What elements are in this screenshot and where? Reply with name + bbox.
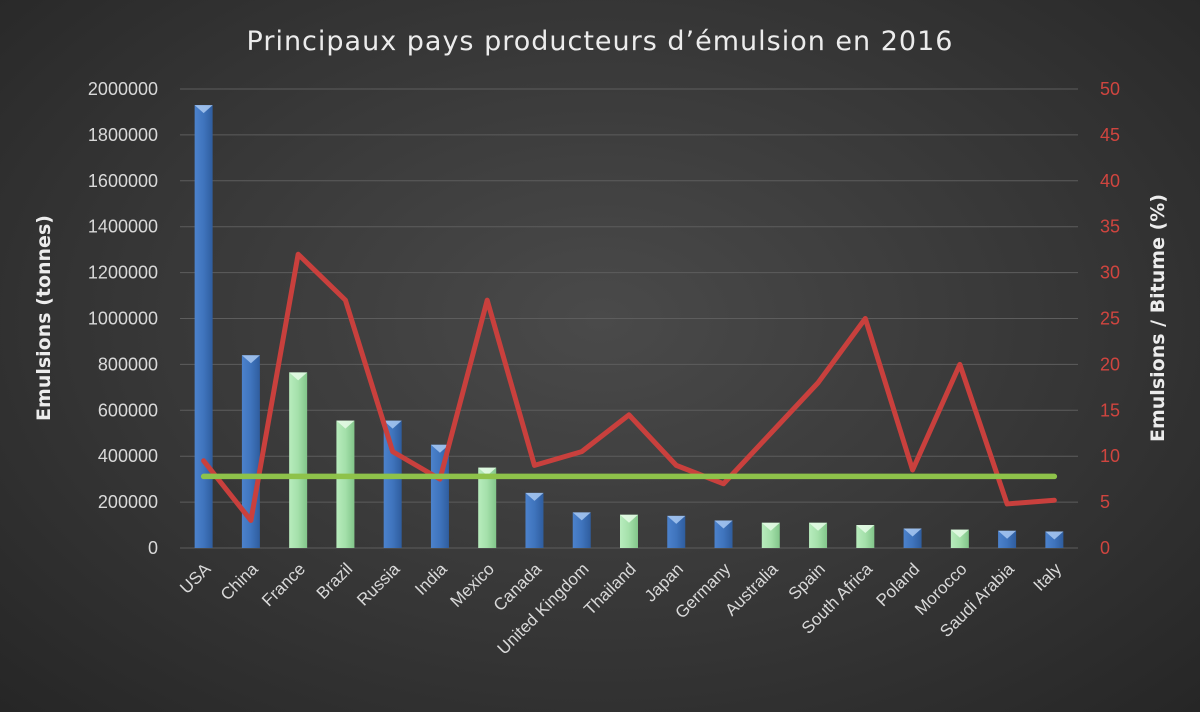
chart-title: Principaux pays producteurs d’émulsion e…	[247, 26, 954, 57]
bar-cap	[289, 372, 308, 381]
y2-tick-label: 10	[1100, 446, 1120, 466]
bar-cap	[1045, 531, 1064, 540]
bar-body	[809, 522, 828, 548]
bar-body	[478, 467, 497, 548]
bar-germany	[714, 520, 733, 548]
bar-body	[572, 512, 591, 548]
y-tick-label: 1400000	[88, 217, 158, 237]
y-tick-label: 1600000	[88, 171, 158, 191]
bar-series	[194, 105, 1064, 548]
bar-cap	[809, 522, 828, 531]
y-tick-label: 400000	[98, 446, 158, 466]
ratio-line	[201, 251, 1057, 523]
line-series	[200, 251, 1058, 523]
y-axis-label: Emulsions (tonnes)	[33, 215, 55, 421]
bar-italy	[1045, 531, 1064, 548]
bar-thailand	[620, 514, 638, 548]
bar-body	[1045, 531, 1064, 548]
bar-cap	[430, 444, 449, 453]
bar-canada	[525, 492, 544, 548]
bar-cap	[383, 420, 402, 429]
y2-tick-label: 0	[1100, 538, 1110, 558]
y2-tick-label: 15	[1100, 400, 1120, 420]
y2-axis-label: Emulsions / Bitume (%)	[1147, 194, 1169, 442]
bar-body	[856, 525, 875, 548]
bar-poland	[903, 528, 922, 548]
x-tick-label: USA	[176, 559, 215, 598]
gridlines	[180, 88, 1078, 549]
bar-body	[289, 372, 308, 548]
bar-cap	[714, 520, 733, 529]
x-tick-label: Thailand	[580, 559, 640, 619]
bar-body	[336, 420, 355, 548]
y-tick-label: 800000	[98, 354, 158, 374]
bar-body	[950, 529, 969, 548]
right-axis-ticks: 0 5 10 15 20 25 30 35 40 45 50	[1100, 79, 1120, 558]
y2-tick-label: 30	[1100, 263, 1120, 283]
y2-tick-label: 5	[1100, 492, 1110, 512]
bar-cap	[998, 530, 1017, 539]
bar-spain	[809, 522, 828, 548]
x-tick-label: Australia	[721, 559, 782, 620]
bar-cap	[241, 355, 260, 364]
bar-cap	[620, 514, 638, 523]
bar-body	[761, 522, 780, 548]
bar-cap	[903, 528, 922, 537]
y2-tick-label: 45	[1100, 125, 1120, 145]
y2-tick-label: 25	[1100, 309, 1120, 329]
y-tick-label: 600000	[98, 400, 158, 420]
bar-body	[903, 528, 922, 548]
bar-australia	[761, 522, 780, 548]
y-tick-label: 1800000	[88, 125, 158, 145]
y-tick-label: 200000	[98, 492, 158, 512]
x-tick-label: Spain	[785, 559, 829, 603]
bar-saudi-arabia	[998, 530, 1017, 548]
bar-cap	[478, 467, 497, 476]
bar-cap	[856, 525, 875, 534]
y2-tick-label: 50	[1100, 79, 1120, 99]
bar-cap	[761, 522, 780, 531]
x-tick-label: Japan	[641, 559, 687, 605]
y2-tick-label: 20	[1100, 354, 1120, 374]
y-tick-label: 0	[148, 538, 158, 558]
bar-morocco	[950, 529, 969, 548]
bar-body	[525, 492, 544, 548]
bar-cap	[194, 105, 213, 114]
left-axis-ticks: 0 200000 400000 600000 800000 1000000 1200000 1…	[88, 79, 158, 558]
y2-tick-label: 35	[1100, 217, 1120, 237]
x-tick-label: India	[411, 559, 451, 599]
bar-brazil	[336, 420, 355, 548]
bar-japan	[667, 515, 686, 548]
x-tick-label: France	[258, 559, 309, 610]
x-tick-label: China	[217, 559, 262, 604]
bar-france	[289, 372, 308, 548]
bar-cap	[336, 420, 355, 429]
bar-body	[194, 105, 213, 548]
y2-tick-label: 40	[1100, 171, 1120, 191]
y-tick-label: 1200000	[88, 263, 158, 283]
y-tick-label: 2000000	[88, 79, 158, 99]
bar-united-kingdom	[572, 512, 591, 548]
y-tick-label: 1000000	[88, 309, 158, 329]
bar-body	[998, 530, 1017, 548]
bar-cap	[572, 512, 591, 521]
bar-body	[620, 514, 638, 548]
bar-body	[667, 515, 686, 548]
bar-body	[714, 520, 733, 548]
x-tick-label: Italy	[1030, 559, 1066, 595]
x-tick-label: Brazil	[313, 559, 356, 602]
bar-cap	[667, 515, 686, 524]
bar-mexico	[478, 467, 497, 548]
bar-cap	[525, 492, 544, 501]
bar-south-africa	[856, 525, 875, 548]
bar-usa	[194, 105, 213, 548]
bar-cap	[950, 529, 969, 538]
x-tick-label: Russia	[353, 559, 404, 610]
